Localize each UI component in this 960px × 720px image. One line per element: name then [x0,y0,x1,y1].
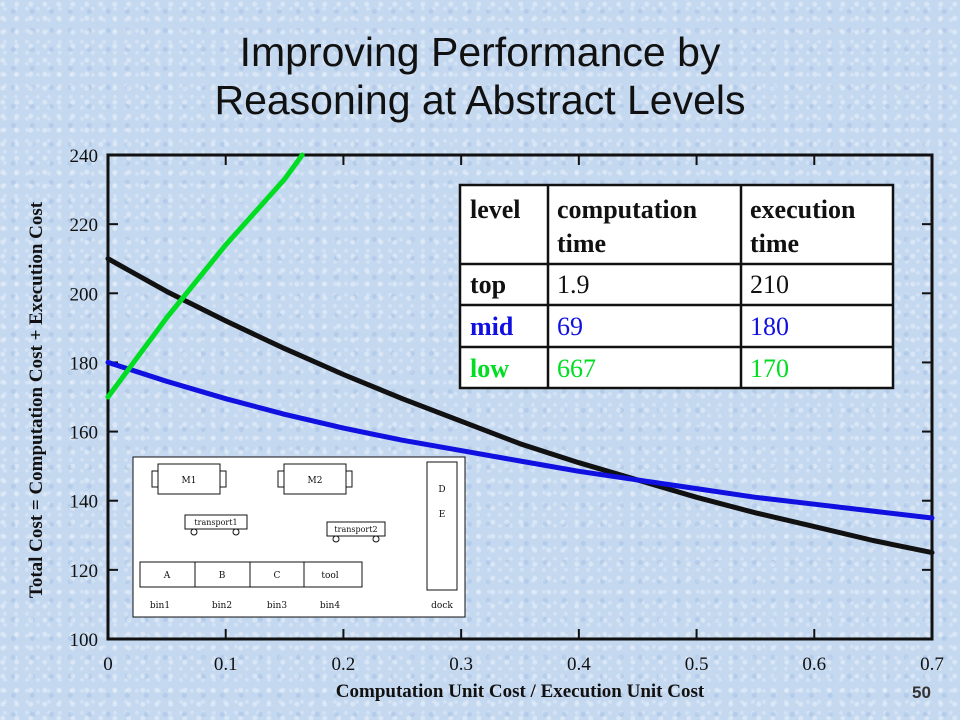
transport-2: transport2 [326,521,386,543]
title-line-2: Reasoning at Abstract Levels [214,77,746,123]
transport-1: transport1 [184,514,248,536]
table-cell-execution: 170 [750,354,789,383]
y-axis-label: Total Cost = Computation Cost + Executio… [26,201,47,598]
x-tick-label: 0.2 [332,654,356,675]
machine-m2: M2 [277,463,353,495]
series-lines [105,152,935,556]
dock-letter-e: E [439,510,446,520]
table-cell-execution: 180 [750,312,789,341]
series-line-2 [105,359,935,521]
table-cell-level: low [470,354,509,383]
x-tick-label: 0.4 [567,654,591,675]
machine-m1: M1 [151,463,227,495]
y-tick-label: 220 [70,215,99,236]
transport-2-label: transport2 [334,525,377,534]
wheel-icon [332,535,340,543]
table-cell-computation: 69 [557,312,583,341]
bin-content-c: C [274,571,281,581]
table-cell-computation: 667 [557,354,596,383]
wheel-icon [232,528,240,536]
bin-content-a: A [163,571,171,581]
x-tick-labels: 0 0.1 0.2 0.3 0.4 0.5 0.6 0.7 [103,654,944,675]
y-tick-label: 240 [70,146,99,167]
x-tick-label: 0.6 [802,654,826,675]
bin-content-tool: tool [321,571,338,581]
x-tick-label: 0.5 [685,654,709,675]
series-line-0 [105,152,305,400]
y-tick-label: 140 [70,492,99,513]
transport-1-label: transport1 [194,518,237,527]
wheel-icon [190,528,198,536]
slide-title: Improving Performance by Reasoning at Ab… [0,28,960,124]
title-line-1: Improving Performance by [239,29,721,75]
y-tick-labels: 100 120 140 160 180 200 220 240 [70,146,99,651]
bin-label-4: bin4 [320,601,340,611]
x-axis-label: Computation Unit Cost / Execution Unit C… [336,681,705,702]
table-cell-execution: 210 [750,270,789,299]
y-tick-label: 180 [70,353,99,374]
table-cell-level: mid [470,312,514,341]
x-tick-label: 0.1 [214,654,238,675]
bin-label-1: bin1 [150,601,170,611]
factory-diagram: M1 M2 transport1 transport2 A B [132,456,466,618]
y-tick-label: 160 [70,423,99,444]
series-line-1 [105,256,935,556]
bin-row [139,561,363,588]
bin-label-2: bin2 [212,601,232,611]
x-tick-label: 0 [103,654,113,675]
y-tick-label: 100 [70,630,99,651]
bin-label-3: bin3 [267,601,287,611]
dock-area [426,461,458,591]
dock-label: dock [431,601,453,611]
y-tick-label: 200 [70,284,99,305]
machine-m2-label: M2 [308,476,323,486]
y-tick-label: 120 [70,561,99,582]
table-border [458,183,895,390]
slide-number: 50 [912,683,931,702]
table-cell-level: top [470,270,506,299]
table-header-level: level [470,195,521,224]
table-header-computation: computation time [557,195,698,258]
wheel-icon [372,535,380,543]
table-header-execution: execution time [750,195,856,258]
machine-m1-label: M1 [182,476,197,486]
level-table: level computation time execution time top 1… [458,183,895,390]
x-tick-label: 0.3 [449,654,473,675]
dock-letter-d: D [438,485,445,495]
x-tick-label: 0.7 [920,654,944,675]
table-cell-computation: 1.9 [557,270,590,299]
bin-content-b: B [219,571,226,581]
axis-ticks [107,154,933,640]
